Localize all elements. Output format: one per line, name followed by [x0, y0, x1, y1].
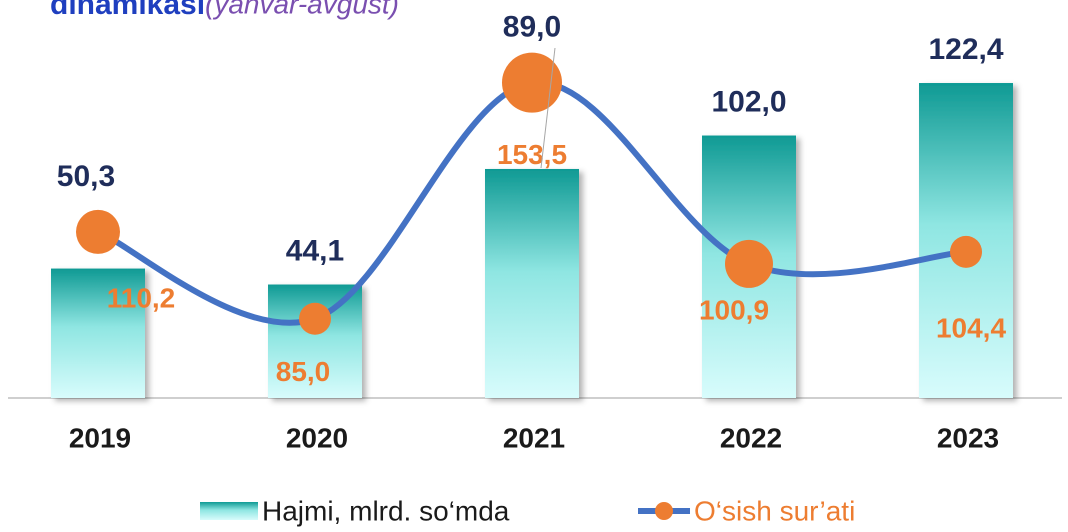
legend-swatch: [655, 502, 673, 520]
x-tick-label: 2020: [286, 422, 348, 453]
x-tick-label: 2022: [720, 422, 782, 453]
x-tick-label: 2019: [69, 422, 131, 453]
bars: [51, 83, 1013, 399]
line-marker: [502, 52, 562, 113]
line-value-label: 100,9: [699, 294, 769, 325]
x-tick-label: 2023: [937, 422, 999, 453]
line-marker: [76, 209, 120, 254]
line-value-label: 104,4: [936, 312, 1006, 343]
bar: [485, 168, 579, 398]
bar-value-label: 122,4: [928, 33, 1003, 66]
bar: [51, 268, 145, 398]
line-value-label: 110,2: [107, 282, 176, 313]
chart-title: dinamikasi: [50, 0, 205, 21]
bar-value-label: 44,1: [286, 234, 344, 267]
line-marker: [299, 302, 331, 335]
line-marker: [950, 235, 982, 268]
leader-line: [540, 47, 556, 169]
line-value-label: 153,5: [497, 139, 567, 170]
bar-value-label: 102,0: [711, 85, 786, 118]
x-tick-label: 2021: [503, 422, 565, 453]
legend-swatch: [200, 502, 258, 520]
labels: 50,3 110,2 2019 44,1 85,0 2020 89,0 153,5 2021 10…: [57, 11, 1007, 527]
chart-subtitle: (yanvar-avgust): [205, 0, 399, 19]
legend-label: O‘sish sur’ati: [694, 495, 855, 526]
bar-value-label: 89,0: [503, 11, 561, 44]
line-value-label: 85,0: [276, 356, 331, 387]
line-layer: [76, 52, 982, 335]
bar-value-label: 50,3: [57, 160, 115, 193]
legend-label: Hajmi, mlrd. so‘mda: [262, 495, 510, 526]
line-marker: [725, 239, 773, 288]
